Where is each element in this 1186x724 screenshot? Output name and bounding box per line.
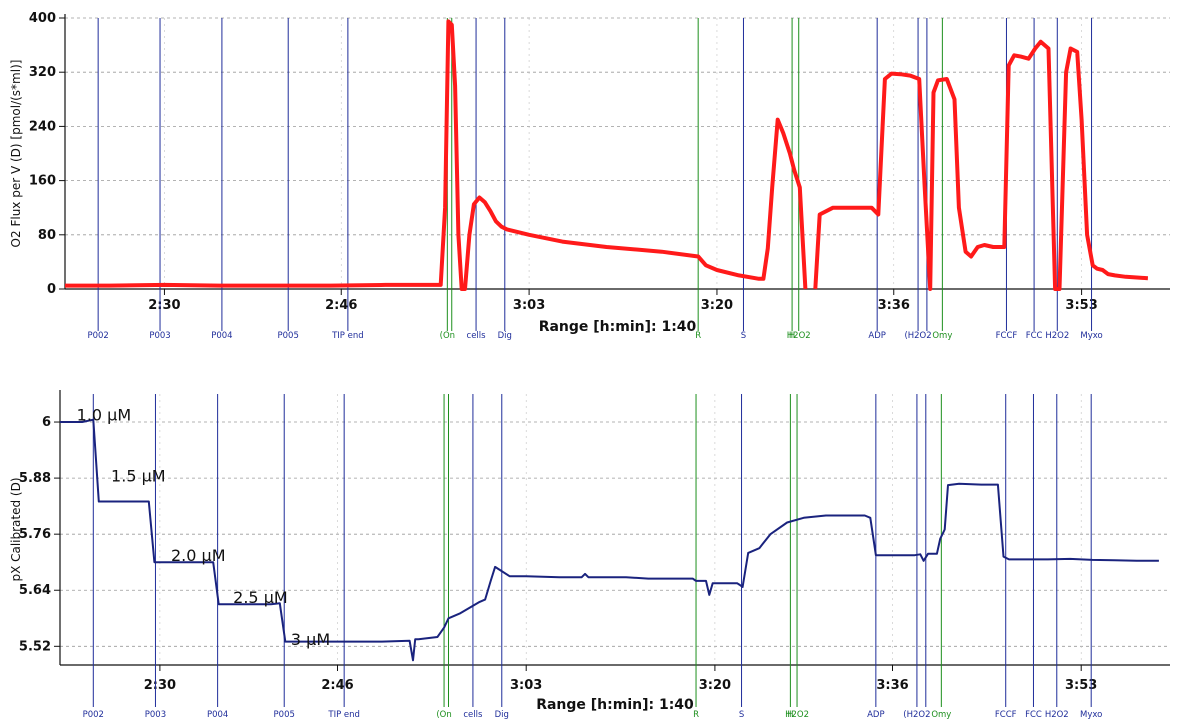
event-marker-label: FCC [1025,710,1042,720]
event-marker-label: H2O2 [1045,710,1069,720]
event-marker-label: H2O2 [1045,331,1069,341]
y-tick-label: 5.52 [19,639,51,654]
event-marker-label: Myxo [1080,331,1102,341]
event-marker-label: Myxo [1080,710,1102,720]
event-marker-label: S [741,331,746,341]
x-tick-label: 3:20 [701,298,733,313]
concentration-annotation: 1.5 µM [111,466,166,485]
x-tick-label: 2:46 [321,678,353,693]
event-marker-label: P005 [274,710,295,720]
event-marker-label: R [693,710,699,720]
x-tick-label: 3:03 [513,298,545,313]
event-marker-label: (On [440,331,455,341]
y-tick-label: 160 [29,174,56,189]
x-tick-label: 3:53 [1065,678,1097,693]
concentration-annotation: 1.0 µM [77,406,132,425]
event-marker-label: Dig [498,331,512,341]
event-marker-label: P003 [149,331,170,341]
y-tick-label: 5.76 [19,527,51,542]
x-tick-label: 3:36 [878,298,910,313]
x-tick-label: 2:30 [144,678,176,693]
event-marker-label: S [739,710,744,720]
event-marker-label: FCCF [996,331,1018,341]
event-marker-label: P004 [207,710,228,720]
y-tick-label: 80 [38,228,56,243]
event-marker-label: P004 [211,331,232,341]
event-marker-label: FCCF [995,710,1017,720]
x-tick-label: 2:46 [325,298,357,313]
event-marker-label: R [695,331,701,341]
x-tick-label: 2:30 [148,298,180,313]
event-marker-label: cells [463,710,483,720]
event-marker-label: (H2O2 [904,331,931,341]
data-series-line [60,418,1159,662]
event-marker-label: H [789,331,795,341]
concentration-annotation: 2.0 µM [171,546,226,565]
event-marker-label: ADP [867,710,885,720]
y-tick-label: 0 [47,282,56,297]
y-tick-label: 400 [29,11,56,26]
event-marker-label: P005 [278,331,299,341]
event-marker-label: TIP end [327,710,360,720]
concentration-annotation: 3 µM [291,630,330,649]
x-tick-label: 3:53 [1065,298,1097,313]
x-tick-label: 3:20 [699,678,731,693]
event-marker-label: H [787,710,793,720]
event-marker-label: TIP end [331,331,364,341]
y-tick-label: 320 [29,65,56,80]
event-marker-label: Omy [931,710,951,720]
y-tick-label: 240 [29,119,56,134]
data-series-line [65,19,1149,291]
y-tick-label: 6 [42,415,51,430]
event-marker-label: (On [436,710,451,720]
event-marker-label: P002 [83,710,104,720]
y-tick-label: 5.64 [19,583,51,598]
event-marker-label: H2O2 [785,710,809,720]
x-tick-label: 3:03 [510,678,542,693]
y-axis-title: pX Calibrated (D) [9,477,23,581]
event-marker-label: Omy [932,331,952,341]
x-tick-label: 3:36 [876,678,908,693]
event-marker-label: H2O2 [787,331,811,341]
event-marker-label: FCC [1026,331,1043,341]
o2-flux-panel: 0 80 160 240 320 400 2:30 2:46 3:03 3:20 3:36 3:53 P… [9,11,1170,341]
event-marker-label: (H2O2 [903,710,930,720]
px-calibrated-panel: 5.52 5.64 5.76 5.88 6 2:30 2:46 3:03 3:20 3:36 3:5… [9,390,1170,720]
x-axis-title: Range [h:min]: 1:40 [539,319,697,335]
event-marker-label: P003 [145,710,166,720]
event-marker-label: P002 [87,331,108,341]
event-marker-label: Dig [495,710,509,720]
y-axis-title: O2 Flux per V (D) [pmol/(s*ml)] [9,60,23,248]
event-marker-label: cells [467,331,487,341]
concentration-annotation: 2.5 µM [233,588,288,607]
x-axis-title: Range [h:min]: 1:40 [536,697,694,713]
event-marker-label: ADP [868,331,886,341]
y-tick-label: 5.88 [19,471,51,486]
